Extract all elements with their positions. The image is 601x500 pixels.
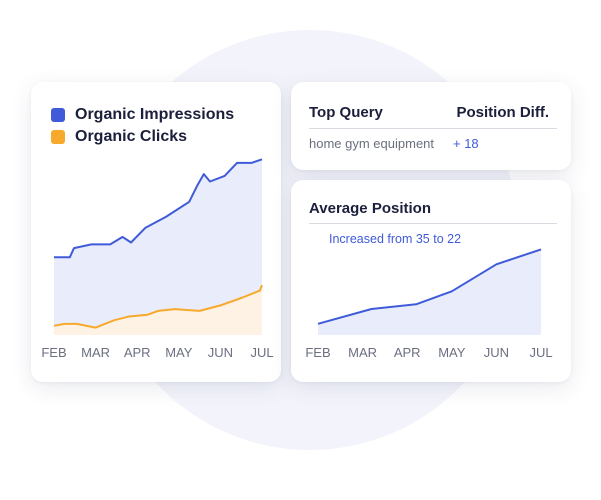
top-query-header: Top Query	[309, 104, 383, 121]
organic-traffic-chart: FEB MAR APR MAY JUN JUL	[31, 82, 281, 382]
organic-traffic-card: Organic Impressions Organic Clicks FEB MA…	[31, 82, 281, 382]
x-tick-label-mar: MAR	[81, 345, 110, 360]
x-tick-label-apr: APR	[124, 345, 151, 360]
x-tick-label-jul: JUL	[250, 345, 273, 360]
x-tick-label-may: MAY	[165, 345, 193, 360]
x-tick-label-feb: FEB	[41, 345, 66, 360]
x-tick-label-jun: JUN	[484, 345, 509, 360]
query-cell: home gym equipment	[309, 136, 434, 151]
table-divider	[309, 128, 557, 129]
position-diff-header: Position Diff.	[457, 104, 550, 121]
x-tick-label-jun: JUN	[208, 345, 233, 360]
x-tick-label-may: MAY	[438, 345, 466, 360]
x-tick-label-jul: JUL	[529, 345, 552, 360]
x-tick-label-feb: FEB	[305, 345, 330, 360]
average-position-area	[318, 249, 541, 335]
top-query-card: Top Query Position Diff. home gym equipm…	[291, 82, 571, 170]
average-position-card: Average Position Increased from 35 to 22…	[291, 180, 571, 382]
x-tick-label-mar: MAR	[348, 345, 377, 360]
x-tick-label-apr: APR	[394, 345, 421, 360]
average-position-chart: FEB MAR APR MAY JUN JUL	[291, 180, 571, 382]
position-diff-cell: + 18	[453, 136, 479, 151]
